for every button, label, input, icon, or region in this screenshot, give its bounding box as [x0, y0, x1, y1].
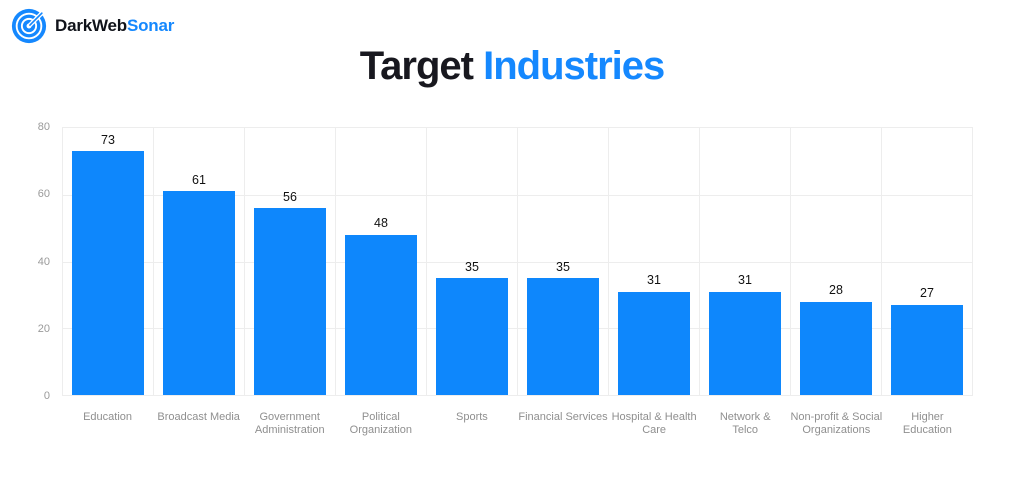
x-axis-label-0: Education [83, 411, 133, 423]
y-axis-tick: 20 [37, 322, 50, 335]
x-axis-label-5: Financial Services [518, 411, 608, 423]
bar-value-label: 31 [738, 273, 752, 288]
brand-name-dark: DarkWeb [55, 16, 127, 35]
x-axis-label-4: Sports [456, 411, 488, 423]
bar-value-label: 35 [556, 259, 570, 274]
brand-name: DarkWebSonar [55, 16, 174, 36]
x-axis-label-1: Broadcast Media [157, 411, 240, 423]
bar-value-label: 35 [465, 259, 479, 274]
bar-6[interactable] [618, 291, 690, 395]
x-axis-label-3: Political Organization [349, 411, 413, 436]
bar-8[interactable] [800, 301, 872, 395]
bar-value-label: 56 [283, 189, 297, 204]
x-axis-label-7: Network & Telco [719, 411, 771, 436]
brand-name-accent: Sonar [126, 16, 175, 35]
bar-0[interactable] [72, 151, 144, 395]
bar-value-label: 61 [192, 172, 206, 187]
bar-cell-4: 35 [427, 128, 518, 395]
bar-chart-plot-area: 73 61 56 48 35 35 31 31 28 27 [62, 127, 973, 396]
page-title: Target Industries [0, 44, 1024, 89]
bar-cell-2: 56 [245, 128, 336, 395]
brand-logo[interactable]: DarkWebSonar [10, 7, 174, 45]
bar-cell-8: 28 [791, 128, 882, 395]
x-axis-label-2: Government Administration [254, 411, 325, 436]
x-axis-label-9: Higher Education [902, 411, 952, 436]
page-title-dark: Target [359, 44, 474, 88]
bar-cell-5: 35 [518, 128, 609, 395]
y-axis: 0 20 40 60 80 [0, 121, 56, 402]
bar-value-label: 27 [920, 286, 934, 301]
bar-value-label: 31 [647, 273, 661, 288]
bar-value-label: 73 [101, 132, 115, 147]
x-axis-label-8: Non-profit & Social Organizations [790, 411, 883, 436]
x-axis: Education Broadcast Media Government Admini… [62, 411, 973, 437]
bar-value-label: 48 [374, 216, 388, 231]
bar-2[interactable] [254, 208, 326, 395]
bar-cell-0: 73 [63, 128, 154, 395]
bar-cell-9: 27 [882, 128, 972, 395]
y-axis-tick: 40 [37, 255, 50, 268]
y-axis-tick: 60 [37, 188, 50, 201]
x-axis-label-6: Hospital & Health Care [611, 411, 697, 436]
bar-cells: 73 61 56 48 35 35 31 31 28 27 [63, 128, 972, 395]
y-axis-tick: 80 [37, 121, 50, 133]
bar-9[interactable] [891, 304, 963, 395]
bar-5[interactable] [527, 278, 599, 395]
page-title-accent: Industries [483, 44, 665, 88]
bar-3[interactable] [345, 234, 417, 395]
bar-value-label: 28 [829, 283, 843, 298]
bar-cell-3: 48 [336, 128, 427, 395]
y-axis-tick: 0 [43, 390, 50, 402]
sonar-target-icon [11, 8, 47, 44]
bar-1[interactable] [163, 191, 235, 395]
bar-cell-6: 31 [609, 128, 700, 395]
bar-cell-7: 31 [700, 128, 791, 395]
bar-7[interactable] [709, 291, 781, 395]
bar-cell-1: 61 [154, 128, 245, 395]
bar-4[interactable] [436, 278, 508, 395]
